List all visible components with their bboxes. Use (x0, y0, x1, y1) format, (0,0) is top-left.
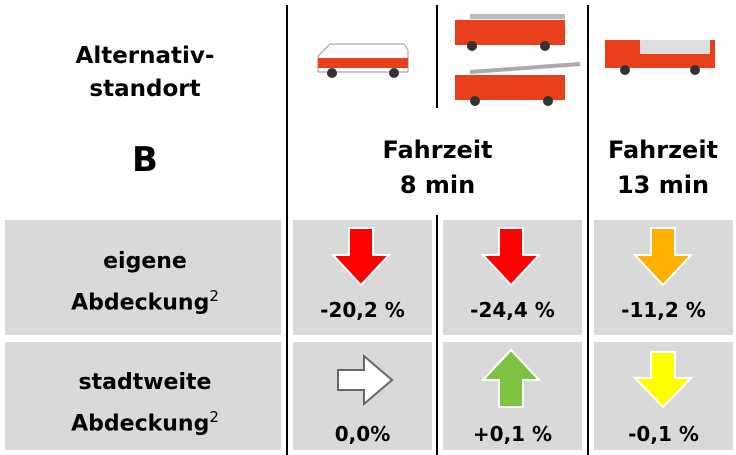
row-label-line: stadtweite (45, 366, 245, 400)
row-label: eigene Abdeckung2 (45, 245, 245, 320)
site: B (95, 140, 195, 180)
row-label-line: Abdeckung (71, 290, 209, 315)
value: -11,2 % (594, 298, 733, 322)
value: -24,4 % (443, 298, 582, 322)
title-line: standort (45, 73, 245, 106)
footnote: 2 (209, 287, 219, 305)
value: +0,1 % (443, 422, 582, 446)
arrow-down (635, 352, 691, 407)
row-label: stadtweite Abdeckung2 (45, 366, 245, 441)
column-line: Fahrzeit (300, 133, 575, 168)
row-label-line: Abdeckung (71, 411, 209, 436)
value: -0,1 % (594, 422, 733, 446)
value: 0,0% (293, 422, 432, 446)
value: -20,2 % (293, 298, 432, 322)
vehicle-engine (605, 40, 715, 75)
arrow-up (483, 350, 539, 407)
column-header: Fahrzeit 13 min (593, 133, 733, 203)
footnote: 2 (209, 408, 219, 426)
title: Alternativ- standort (45, 40, 245, 106)
slide: Alternativ- standort B Fahrzeit 8 min Fa… (0, 0, 736, 455)
column-header: Fahrzeit 8 min (300, 133, 575, 203)
vehicle-ladder (455, 14, 565, 51)
arrow-right (338, 356, 392, 404)
arrow-down (333, 228, 389, 285)
column-line: 13 min (593, 168, 733, 203)
vehicle-turntable (455, 64, 580, 106)
vehicle-van (318, 44, 408, 78)
column-line: Fahrzeit (593, 133, 733, 168)
row-label-line: eigene (45, 245, 245, 279)
arrow-down (635, 228, 691, 285)
column-line: 8 min (300, 168, 575, 203)
title-line: Alternativ- (45, 40, 245, 73)
arrow-down (483, 228, 539, 285)
